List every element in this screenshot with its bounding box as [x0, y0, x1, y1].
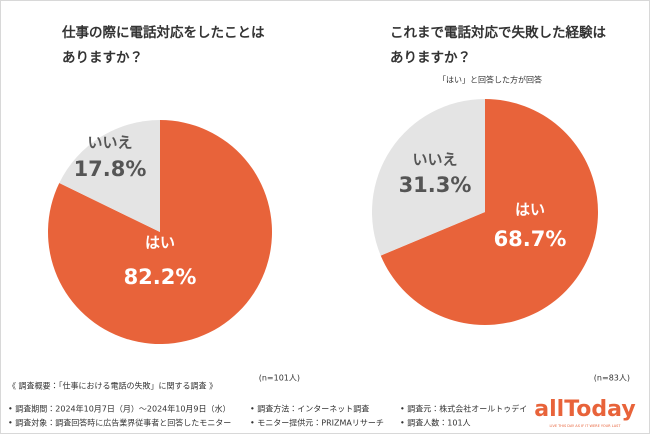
pie-slice — [380, 99, 598, 326]
chart-title: ありますか？ — [62, 50, 143, 66]
footer-item: • 調査元：株式会社オールトゥデイ — [400, 404, 527, 414]
chart-title: ありますか？ — [390, 50, 471, 66]
logo-tagline: LIVE THIS DAY AS IF IT WERE YOUR LAST — [549, 424, 621, 428]
pie-slice — [59, 120, 160, 232]
slice-label: いいえ — [87, 134, 132, 152]
chart-title: これまで電話対応で失敗した経験は — [390, 24, 606, 41]
slice-label: はい — [145, 234, 175, 252]
footer-title: 《 調査概要：「仕事における電話の失敗」に関する調査 》 — [8, 381, 217, 391]
value-label: 82.2% — [124, 265, 197, 289]
footer-item: • 調査対象：調査回答時に広告業界従事者と回答したモニター — [8, 418, 231, 428]
footer-item: • 調査人数：101人 — [400, 418, 471, 428]
value-label: 17.8% — [74, 157, 147, 181]
logo: allToday — [534, 397, 635, 422]
value-label: 31.3% — [399, 173, 472, 197]
pie-slice — [372, 99, 485, 256]
footer-item: • 調査方法：インターネット調査 — [250, 404, 369, 414]
chart-title: 仕事の際に電話対応をしたことは — [61, 24, 265, 41]
value-label: 68.7% — [494, 227, 567, 251]
sample-note: (n=101人) — [259, 374, 300, 383]
footer-item: • 調査期間：2024年10月7日（月）～2024年10月9日（水） — [8, 404, 231, 414]
footer-item: • モニター提供元：PRIZMAリサーチ — [250, 418, 384, 428]
sample-note: (n=83人) — [594, 374, 630, 383]
chart-subtitle: 「はい」と回答した方が回答 — [438, 75, 542, 85]
slice-label: はい — [515, 201, 545, 219]
slice-label: いいえ — [412, 151, 457, 169]
